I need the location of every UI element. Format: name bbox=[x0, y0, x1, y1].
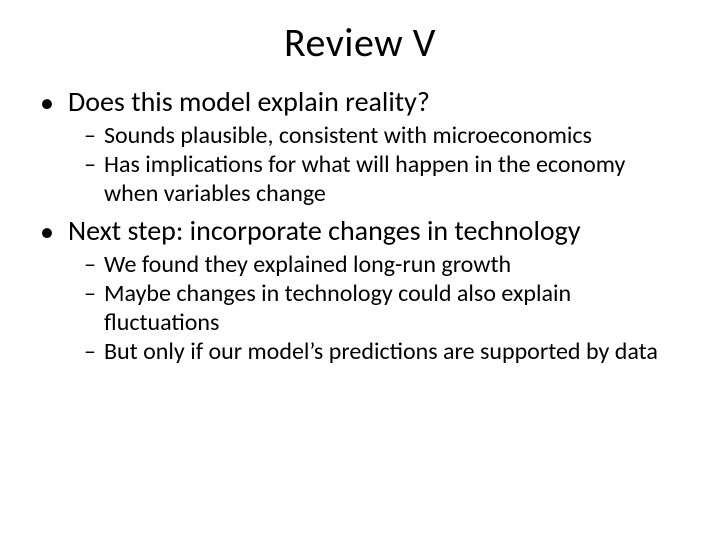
sub-list-item: – Sounds plausible, consistent with micr… bbox=[84, 122, 684, 151]
list-item-text: Next step: incorporate changes in techno… bbox=[68, 214, 581, 248]
list-item: • Does this model explain reality? – Sou… bbox=[36, 85, 684, 208]
sub-list-item-text: Sounds plausible, consistent with microe… bbox=[104, 122, 592, 151]
dash-icon: – bbox=[84, 338, 104, 367]
bullet-icon: • bbox=[36, 85, 68, 120]
sub-list-item: – Has implications for what will happen … bbox=[84, 151, 684, 209]
dash-icon: – bbox=[84, 122, 104, 151]
list-item-row: • Next step: incorporate changes in tech… bbox=[36, 214, 684, 249]
dash-icon: – bbox=[84, 151, 104, 180]
dash-icon: – bbox=[84, 280, 104, 309]
sub-list: – We found they explained long-run growt… bbox=[36, 251, 684, 366]
dash-icon: – bbox=[84, 251, 104, 280]
bullet-list: • Does this model explain reality? – Sou… bbox=[36, 85, 684, 367]
sub-list-item: – But only if our model’s predictions ar… bbox=[84, 338, 684, 367]
sub-list-item-text: But only if our model’s predictions are … bbox=[104, 338, 658, 367]
list-item-text: Does this model explain reality? bbox=[68, 85, 430, 119]
sub-list-item: – Maybe changes in technology could also… bbox=[84, 280, 684, 338]
list-item: • Next step: incorporate changes in tech… bbox=[36, 214, 684, 366]
sub-list-item-text: Maybe changes in technology could also e… bbox=[104, 280, 684, 338]
list-item-row: • Does this model explain reality? bbox=[36, 85, 684, 120]
sub-list-item: – We found they explained long-run growt… bbox=[84, 251, 684, 280]
sub-list-item-text: Has implications for what will happen in… bbox=[104, 151, 684, 209]
bullet-icon: • bbox=[36, 214, 68, 249]
slide: Review V • Does this model explain reali… bbox=[0, 0, 720, 540]
slide-title: Review V bbox=[36, 18, 684, 67]
sub-list: – Sounds plausible, consistent with micr… bbox=[36, 122, 684, 208]
sub-list-item-text: We found they explained long-run growth bbox=[104, 251, 511, 280]
